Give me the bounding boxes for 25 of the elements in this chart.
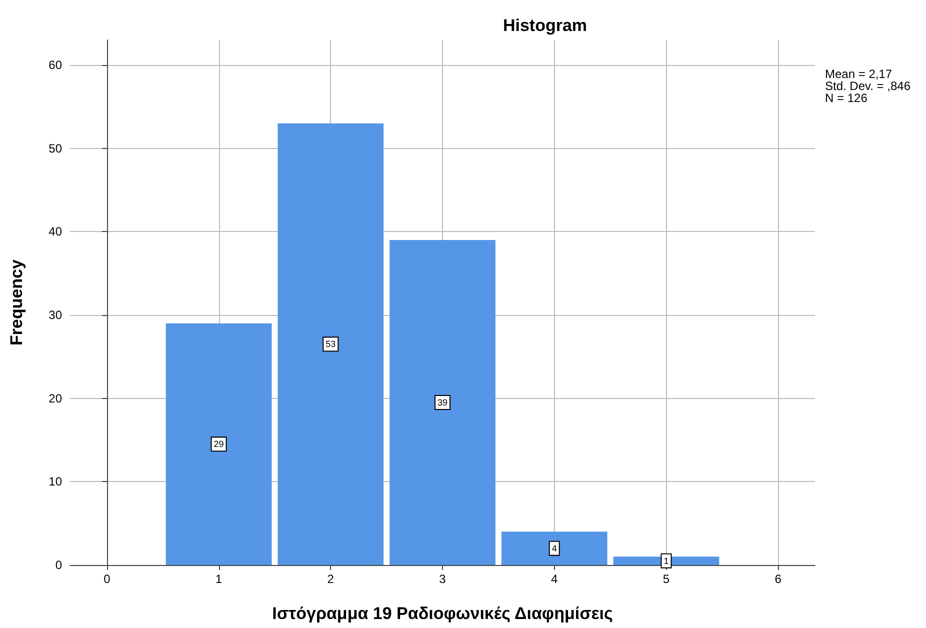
x-tick-label: 3 xyxy=(439,572,446,586)
x-tick-label: 6 xyxy=(774,572,782,586)
y-tick-label: 30 xyxy=(48,308,62,322)
y-tick-label: 40 xyxy=(48,224,62,239)
data-label: 53 xyxy=(326,339,336,350)
y-tick-label: 10 xyxy=(48,474,62,489)
y-tick-label: 60 xyxy=(48,58,62,72)
x-tick-label: 2 xyxy=(327,572,334,586)
data-label: 4 xyxy=(552,543,557,554)
y-tick-label: 50 xyxy=(48,141,62,156)
data-label: 1 xyxy=(664,556,669,566)
text: N = 126 xyxy=(825,91,868,105)
y-tick-label: 20 xyxy=(48,391,62,406)
text: Mean = 2,17 xyxy=(825,67,892,81)
x-axis-title: Ιστόγραμμα 19 Ραδιοφωνικές Διαφημίσεις xyxy=(272,604,613,623)
chart-title: Histogram xyxy=(502,16,588,35)
text: Std. Dev. = ,846 xyxy=(825,79,911,93)
x-tick-label: 4 xyxy=(551,572,558,586)
y-tick-label: 0 xyxy=(55,558,62,572)
x-tick-label: 5 xyxy=(662,572,670,586)
y-axis-title: Frequency xyxy=(7,258,26,346)
data-label: 29 xyxy=(214,439,224,450)
x-tick-label: 1 xyxy=(215,572,222,586)
x-tick-label: 0 xyxy=(104,572,111,586)
data-label: 39 xyxy=(437,398,448,408)
